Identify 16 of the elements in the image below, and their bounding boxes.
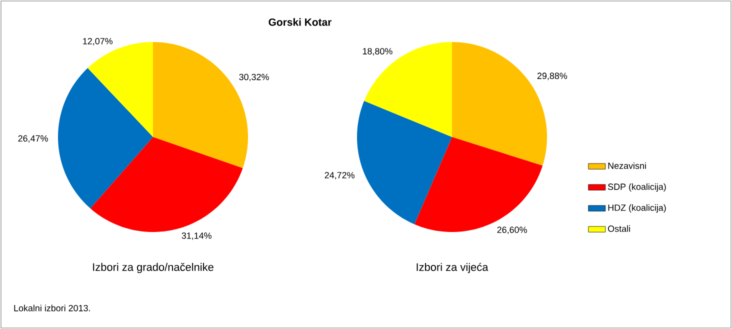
legend-label: SDP (koalicija) <box>608 183 666 192</box>
data-label: 29,88% <box>537 72 568 80</box>
text: Izbori za grado/načelnike <box>93 262 214 274</box>
legend-label: Nezavisni <box>608 162 646 169</box>
legend-label: HDZ (koalicija) <box>608 204 666 213</box>
text: Gorski Kotar <box>268 18 332 26</box>
data-label: 30,32% <box>239 74 269 82</box>
data-label: 26,47% <box>18 135 48 143</box>
legend-label: Ostali <box>608 225 630 232</box>
text: Lokalni izbori 2013. <box>14 304 90 312</box>
text: Izbori za vijeća <box>416 262 488 274</box>
data-label: 31,14% <box>182 232 212 240</box>
data-label: 26,60% <box>497 226 527 234</box>
data-label: 12,07% <box>83 38 113 46</box>
data-label: 24,72% <box>324 172 354 180</box>
data-label: 18,80% <box>362 48 392 56</box>
